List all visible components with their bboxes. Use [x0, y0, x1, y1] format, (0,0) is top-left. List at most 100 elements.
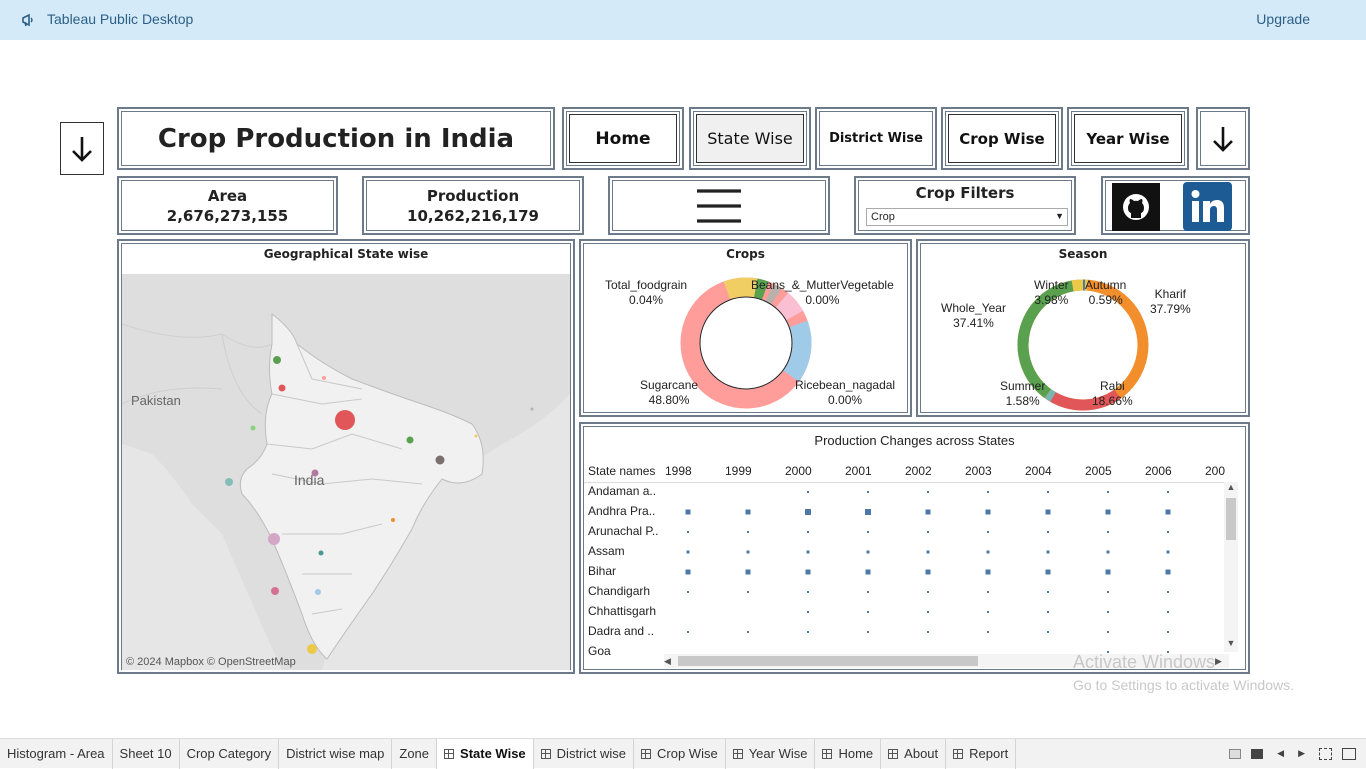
production-mark[interactable] — [1107, 591, 1109, 593]
production-mark[interactable] — [925, 569, 931, 575]
production-mark[interactable] — [985, 569, 991, 575]
production-mark[interactable] — [867, 631, 869, 633]
production-mark[interactable] — [1165, 509, 1171, 515]
crops-donut-chart[interactable] — [680, 277, 812, 409]
india-map[interactable]: Pakistan India © 2024 Mapbox © OpenStree… — [122, 274, 570, 670]
production-mark[interactable] — [867, 531, 869, 533]
sheet-tab[interactable]: Sheet 10 — [113, 738, 180, 769]
production-mark[interactable] — [1165, 569, 1171, 575]
next-sheet-icon[interactable]: ▶ — [1298, 748, 1305, 758]
sheet-tab[interactable]: Report — [946, 738, 1017, 769]
scroll-left-icon[interactable]: ◀ — [664, 656, 671, 666]
production-mark[interactable] — [1166, 550, 1170, 554]
production-mark[interactable] — [1047, 491, 1049, 493]
season-slice-summer[interactable] — [1013, 275, 1153, 415]
home-button[interactable]: Home — [562, 107, 684, 170]
map-point-rajasthan[interactable] — [250, 425, 256, 431]
production-mark[interactable] — [1167, 611, 1169, 613]
map-point-tamil-nadu[interactable] — [315, 589, 321, 595]
year-wise-button[interactable]: Year Wise — [1067, 107, 1189, 170]
production-mark[interactable] — [685, 509, 691, 515]
production-mark[interactable] — [867, 611, 869, 613]
production-mark[interactable] — [745, 569, 751, 575]
production-mark[interactable] — [927, 591, 929, 593]
production-mark[interactable] — [687, 591, 689, 593]
production-mark[interactable] — [986, 550, 990, 554]
production-mark[interactable] — [867, 491, 869, 493]
map-point-uttarakhand[interactable] — [322, 376, 326, 380]
production-mark[interactable] — [686, 550, 690, 554]
scroll-thumb-h[interactable] — [678, 656, 978, 666]
season-slice-rabi[interactable] — [1013, 275, 1153, 415]
production-mark[interactable] — [1105, 569, 1111, 575]
production-mark[interactable] — [747, 531, 749, 533]
production-mark[interactable] — [805, 569, 811, 575]
map-point-uttar-pradesh[interactable] — [335, 410, 355, 430]
map-point-telangana[interactable] — [318, 550, 324, 556]
production-mark[interactable] — [1167, 491, 1169, 493]
crops-slice-vegetables[interactable] — [680, 277, 812, 409]
production-mark[interactable] — [807, 491, 809, 493]
production-mark[interactable] — [1047, 531, 1049, 533]
season-slice-autumn[interactable] — [1017, 279, 1149, 411]
production-mark[interactable] — [747, 631, 749, 633]
production-mark[interactable] — [805, 509, 811, 515]
production-mark[interactable] — [745, 509, 751, 515]
production-mark[interactable] — [1107, 491, 1109, 493]
map-point-gujarat[interactable] — [225, 478, 233, 486]
upgrade-link[interactable]: Upgrade — [1256, 11, 1310, 27]
production-mark[interactable] — [1045, 569, 1051, 575]
production-mark[interactable] — [927, 491, 929, 493]
production-mark[interactable] — [925, 509, 931, 515]
sheet-tab[interactable]: About — [881, 738, 947, 769]
crops-slice-misc[interactable] — [680, 277, 812, 409]
crop-wise-button[interactable]: Crop Wise — [941, 107, 1063, 170]
sheet-tab[interactable]: Zone — [392, 738, 438, 769]
scroll-right-icon[interactable]: ▶ — [1215, 656, 1222, 666]
production-mark[interactable] — [807, 591, 809, 593]
production-mark[interactable] — [987, 591, 989, 593]
linkedin-icon[interactable] — [1183, 182, 1232, 231]
production-mark[interactable] — [865, 569, 871, 575]
production-mark[interactable] — [866, 550, 870, 554]
production-mark[interactable] — [1047, 631, 1049, 633]
production-mark[interactable] — [987, 631, 989, 633]
map-point-assam[interactable] — [474, 434, 478, 438]
map-point-west-bengal[interactable] — [435, 455, 445, 465]
map-point-bihar[interactable] — [406, 436, 414, 444]
sheet-tab[interactable]: Home — [815, 738, 882, 769]
filmstrip-icon[interactable] — [1251, 748, 1264, 759]
production-mark[interactable] — [1047, 591, 1049, 593]
scroll-up-icon[interactable]: ▲ — [1226, 482, 1236, 492]
production-mark[interactable] — [1107, 611, 1109, 613]
production-mark[interactable] — [1167, 631, 1169, 633]
production-mark[interactable] — [927, 631, 929, 633]
sheet-tab[interactable]: State Wise — [437, 738, 534, 769]
sheet-tab[interactable]: Crop Category — [180, 738, 280, 769]
present-mode-icon[interactable] — [1342, 747, 1356, 760]
production-mark[interactable] — [927, 611, 929, 613]
production-mark[interactable] — [1167, 531, 1169, 533]
production-mark[interactable] — [685, 569, 691, 575]
sheet-tab[interactable]: District wise map — [279, 738, 393, 769]
production-mark[interactable] — [927, 531, 929, 533]
production-mark[interactable] — [1046, 550, 1050, 554]
map-point-maharashtra[interactable] — [268, 533, 280, 545]
crops-slice-rice[interactable] — [680, 277, 812, 409]
production-mark[interactable] — [1047, 611, 1049, 613]
prev-sheet-icon[interactable]: ◀ — [1277, 748, 1285, 758]
crop-filter-dropdown[interactable]: Crop ▼ — [866, 208, 1068, 226]
production-mark[interactable] — [926, 550, 930, 554]
menu-button[interactable] — [608, 176, 830, 235]
production-mark[interactable] — [987, 611, 989, 613]
production-mark[interactable] — [865, 509, 871, 515]
season-donut-chart[interactable] — [1013, 275, 1153, 415]
production-mark[interactable] — [687, 631, 689, 633]
map-point-madhya-pradesh[interactable] — [311, 469, 319, 477]
scroll-down-icon[interactable]: ▼ — [1226, 638, 1236, 648]
sheet-tab[interactable]: Histogram - Area — [0, 738, 113, 769]
production-mark[interactable] — [867, 591, 869, 593]
production-mark[interactable] — [807, 611, 809, 613]
production-mark[interactable] — [747, 591, 749, 593]
production-mark[interactable] — [806, 550, 810, 554]
